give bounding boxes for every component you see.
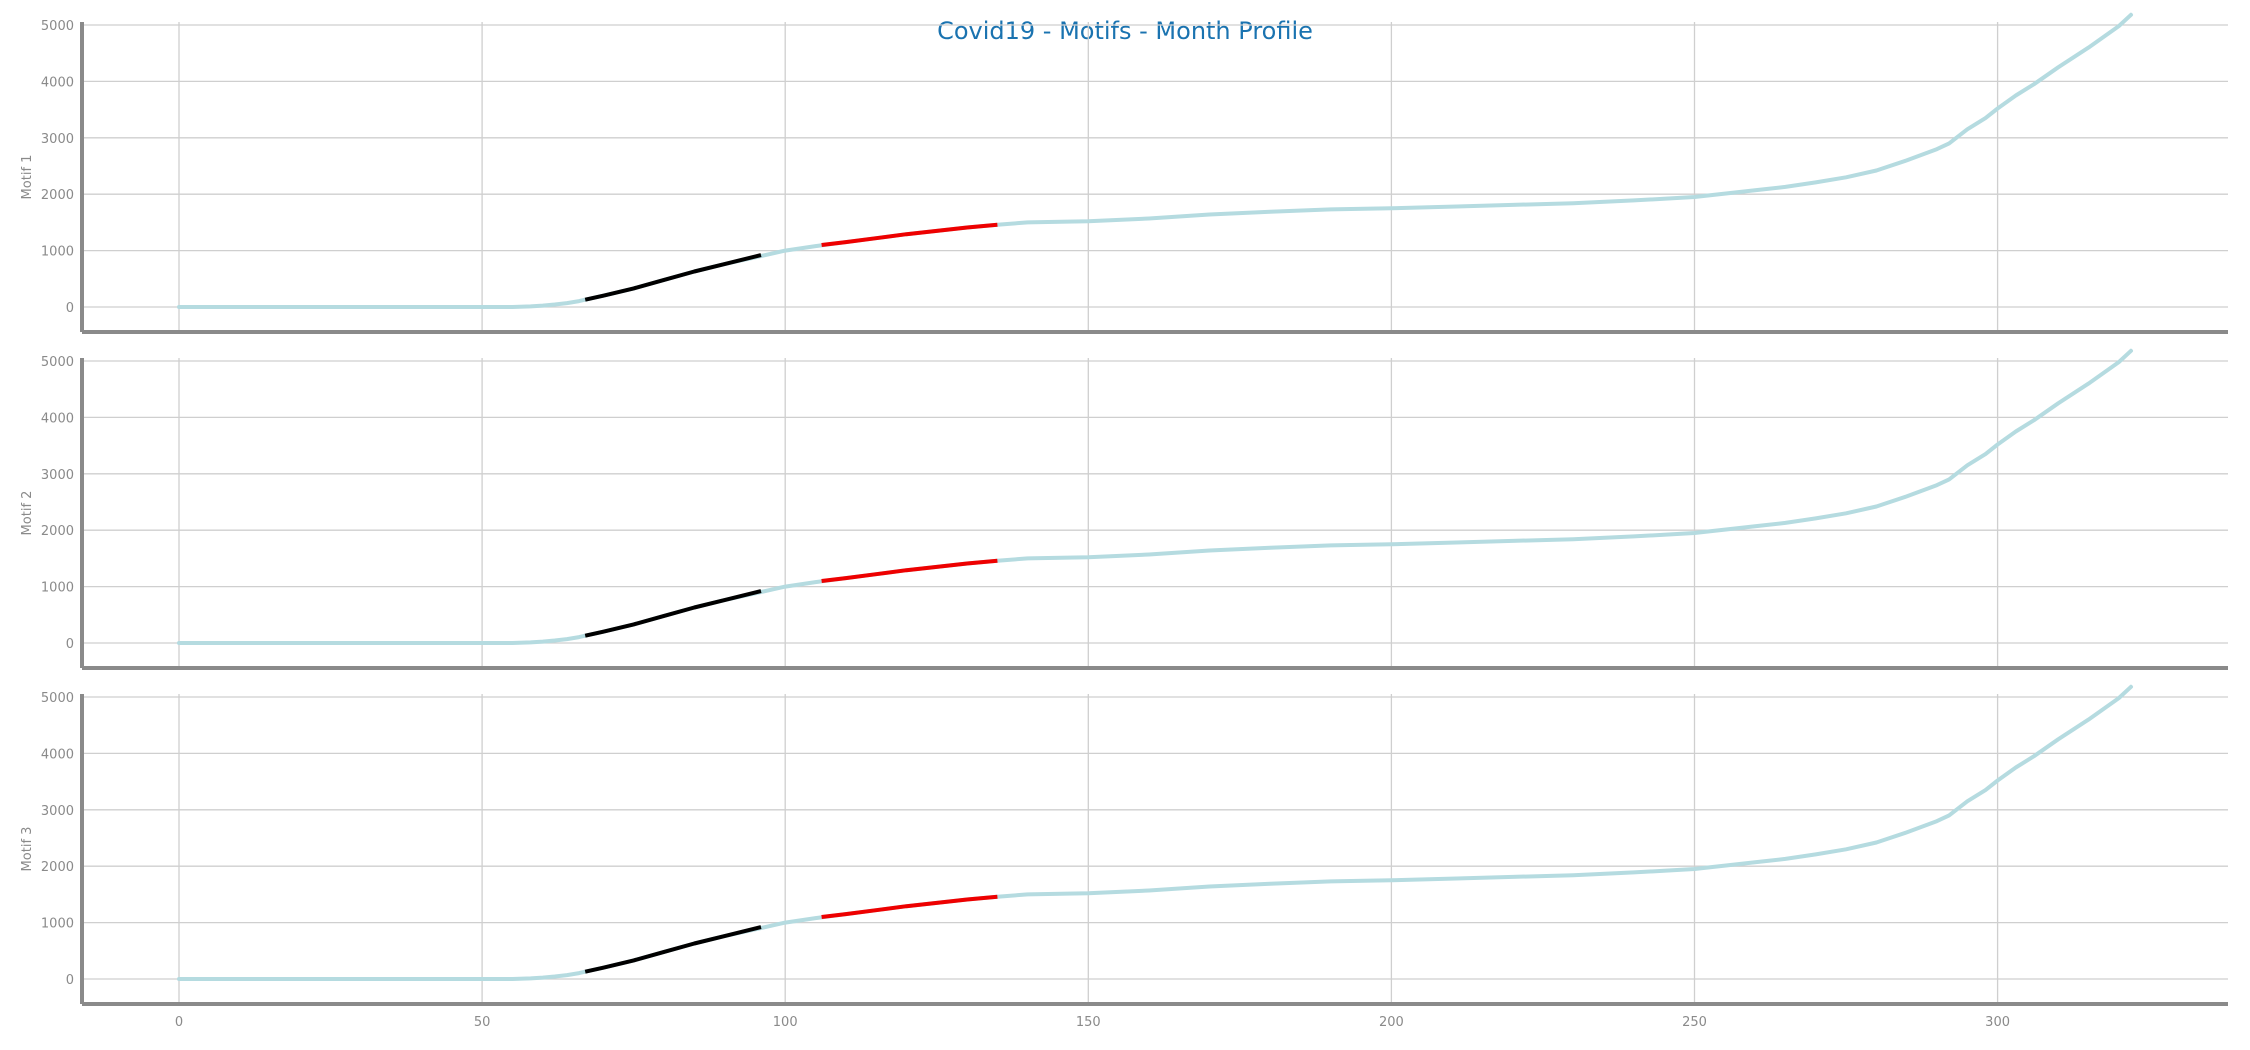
y-tick-label: 4000 xyxy=(41,747,74,762)
y-tick-label: 2000 xyxy=(41,524,74,539)
y-tick-label: 0 xyxy=(66,637,74,652)
chart-panel-3: 0 1000 2000 3000 4000 5000 Motif 3 0 50 100 150 200… xyxy=(20,684,2228,1030)
chart-title: Covid19 - Motifs - Month Profile xyxy=(937,17,1313,45)
profile-line xyxy=(177,348,2133,645)
x-tick-label: 250 xyxy=(1682,1015,1707,1030)
y-tick-label: 2000 xyxy=(41,860,74,875)
x-tick-label: 0 xyxy=(175,1015,183,1030)
motif-segment-2 xyxy=(821,222,998,247)
y-tick-label: 0 xyxy=(66,973,74,988)
y-tick-label: 1000 xyxy=(41,917,74,932)
y-axis-label: Motif 3 xyxy=(20,827,35,872)
motif-segment-2 xyxy=(821,558,998,583)
y-tick-label: 5000 xyxy=(41,691,74,706)
motif-segment-2 xyxy=(821,894,998,919)
chart-panel-2: 0 1000 2000 3000 4000 5000 Motif 2 xyxy=(20,348,2228,670)
x-tick-label: 100 xyxy=(773,1015,798,1030)
y-axis-label: Motif 2 xyxy=(20,491,35,536)
profile-line xyxy=(177,12,2133,309)
y-tick-label: 3000 xyxy=(41,132,74,147)
motif-segment-1 xyxy=(584,589,762,638)
y-tick-label: 5000 xyxy=(41,355,74,370)
y-tick-label: 1000 xyxy=(41,581,74,596)
chart-panel-1: 0 1000 2000 3000 4000 5000 Motif 1 xyxy=(20,12,2228,334)
y-axis-label: Motif 1 xyxy=(20,155,35,200)
x-tick-label: 150 xyxy=(1076,1015,1101,1030)
y-tick-label: 3000 xyxy=(41,804,74,819)
y-tick-label: 3000 xyxy=(41,468,74,483)
x-tick-label: 50 xyxy=(474,1015,491,1030)
y-tick-label: 1000 xyxy=(41,245,74,260)
y-tick-label: 5000 xyxy=(41,19,74,34)
x-tick-label: 300 xyxy=(1985,1015,2010,1030)
y-tick-label: 0 xyxy=(66,301,74,316)
y-tick-label: 2000 xyxy=(41,188,74,203)
motif-segment-1 xyxy=(584,925,762,974)
y-tick-label: 4000 xyxy=(41,411,74,426)
motif-segment-1 xyxy=(584,253,762,302)
x-tick-label: 200 xyxy=(1379,1015,1404,1030)
profile-line xyxy=(177,684,2133,981)
y-tick-label: 4000 xyxy=(41,75,74,90)
